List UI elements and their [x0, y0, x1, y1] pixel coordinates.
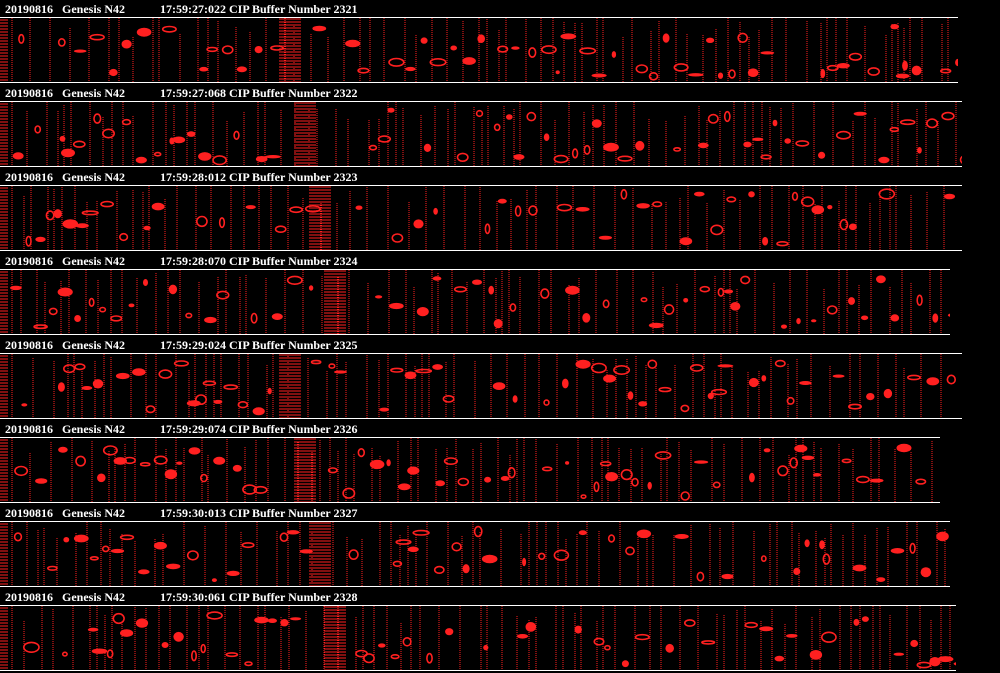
- buffer-panel: 20190816 Genesis N42 17:59:30:013 CIP Buff…: [0, 504, 1000, 588]
- particle-images: [0, 438, 940, 503]
- probe-label: Genesis N42: [62, 2, 125, 16]
- buffer-panel: 20190816 Genesis N42 17:59:27:068 CIP Buff…: [0, 84, 1000, 168]
- buffer-label: 17:59:28:070 CIP Buffer Number 2324: [160, 254, 358, 268]
- particle-images: [0, 522, 950, 587]
- buffer-header: 20190816 Genesis N42 17:59:29:024 CIP Buff…: [0, 336, 1000, 354]
- buffer-header: 20190816 Genesis N42 17:59:29:074 CIP Buff…: [0, 420, 1000, 438]
- buffer-label: 17:59:27:022 CIP Buffer Number 2321: [160, 2, 358, 16]
- buffer-label: 17:59:29:074 CIP Buffer Number 2326: [160, 422, 358, 436]
- probe-label: Genesis N42: [62, 170, 125, 184]
- buffer-header: 20190816 Genesis N42 17:59:28:070 CIP Buff…: [0, 252, 1000, 270]
- particle-image-strip: [0, 354, 962, 419]
- date-label: 20190816: [5, 506, 53, 520]
- date-label: 20190816: [5, 254, 53, 268]
- separator-line: [0, 437, 940, 438]
- buffer-panel: 20190816 Genesis N42 17:59:28:012 CIP Buff…: [0, 168, 1000, 252]
- buffer-panel: 20190816 Genesis N42 17:59:28:070 CIP Buff…: [0, 252, 1000, 336]
- buffer-panel: 20190816 Genesis N42 17:59:27:022 CIP Buff…: [0, 0, 1000, 84]
- separator-line: [0, 101, 962, 102]
- particle-image-strip: [0, 606, 956, 671]
- buffer-header: 20190816 Genesis N42 17:59:28:012 CIP Buff…: [0, 168, 1000, 186]
- probe-label: Genesis N42: [62, 86, 125, 100]
- particle-images: [0, 186, 962, 251]
- probe-label: Genesis N42: [62, 338, 125, 352]
- buffer-header: 20190816 Genesis N42 17:59:30:013 CIP Buff…: [0, 504, 1000, 522]
- buffer-panel: 20190816 Genesis N42 17:59:29:024 CIP Buff…: [0, 336, 1000, 420]
- date-label: 20190816: [5, 2, 53, 16]
- buffer-header: 20190816 Genesis N42 17:59:30:061 CIP Buff…: [0, 588, 1000, 606]
- particle-image-strip: [0, 270, 950, 335]
- date-label: 20190816: [5, 590, 53, 604]
- particle-image-strip: [0, 438, 940, 503]
- date-label: 20190816: [5, 338, 53, 352]
- particle-image-strip: [0, 186, 962, 251]
- probe-label: Genesis N42: [62, 422, 125, 436]
- buffer-header: 20190816 Genesis N42 17:59:27:068 CIP Buff…: [0, 84, 1000, 102]
- buffer-label: 17:59:28:012 CIP Buffer Number 2323: [160, 170, 358, 184]
- separator-line: [0, 521, 950, 522]
- particle-image-strip: [0, 522, 950, 587]
- buffer-label: 17:59:29:024 CIP Buffer Number 2325: [160, 338, 358, 352]
- particle-images: [0, 354, 962, 419]
- buffer-panel: 20190816 Genesis N42 17:59:29:074 CIP Buff…: [0, 420, 1000, 504]
- buffer-label: 17:59:27:068 CIP Buffer Number 2322: [160, 86, 358, 100]
- date-label: 20190816: [5, 422, 53, 436]
- date-label: 20190816: [5, 86, 53, 100]
- particle-image-strip: [0, 18, 958, 83]
- particle-images: [0, 270, 950, 335]
- probe-label: Genesis N42: [62, 590, 125, 604]
- date-label: 20190816: [5, 170, 53, 184]
- buffer-header: 20190816 Genesis N42 17:59:27:022 CIP Buff…: [0, 0, 1000, 18]
- separator-line: [0, 17, 958, 18]
- particle-images: [0, 18, 958, 83]
- particle-images: [0, 102, 962, 167]
- probe-label: Genesis N42: [62, 506, 125, 520]
- particle-image-strip: [0, 102, 962, 167]
- separator-line: [0, 185, 962, 186]
- separator-line: [0, 269, 950, 270]
- probe-label: Genesis N42: [62, 254, 125, 268]
- buffer-label: 17:59:30:013 CIP Buffer Number 2327: [160, 506, 358, 520]
- particle-images: [0, 606, 956, 671]
- buffer-label: 17:59:30:061 CIP Buffer Number 2328: [160, 590, 358, 604]
- separator-line: [0, 605, 956, 606]
- separator-line: [0, 353, 962, 354]
- buffer-panel: 20190816 Genesis N42 17:59:30:061 CIP Buff…: [0, 588, 1000, 672]
